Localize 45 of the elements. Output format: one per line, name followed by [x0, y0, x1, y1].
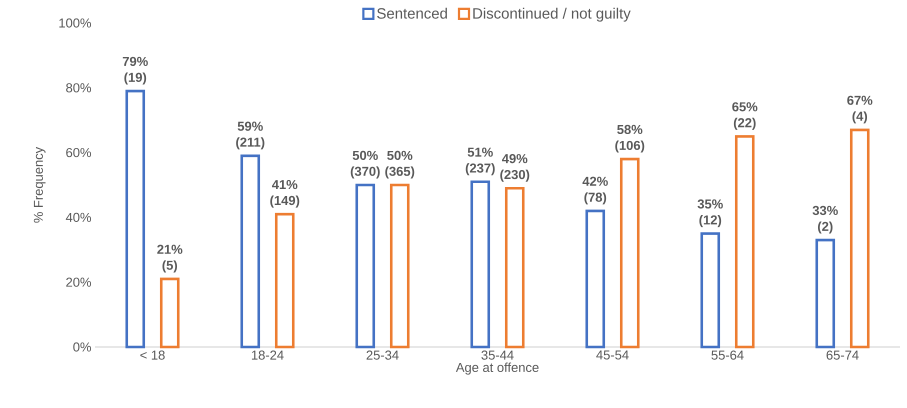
bar	[240, 154, 260, 348]
x-tick-label: 55-64	[711, 350, 744, 360]
data-label: 79% (19)	[122, 56, 148, 85]
bar	[160, 278, 180, 348]
x-tick-label: 25-34	[366, 350, 399, 360]
data-label: 41% (149)	[270, 180, 300, 208]
data-label: 42% (78)	[582, 176, 608, 204]
data-label: 35% (12)	[698, 199, 723, 228]
bar	[125, 90, 146, 348]
bar	[815, 238, 836, 348]
data-label: 51% (237)	[466, 148, 495, 176]
data-label: 67% (4)	[847, 96, 872, 124]
bar	[620, 158, 640, 348]
x-tick-label: 65-74	[826, 350, 859, 360]
legend-label: Discontinued / not guilty	[473, 8, 631, 22]
x-tick-label: 45-54	[596, 350, 629, 360]
data-label: 58% (106)	[615, 124, 644, 153]
data-label: 49% (230)	[500, 154, 530, 182]
legend-label: Sentenced	[377, 8, 447, 19]
bar	[470, 180, 490, 348]
data-label: 59% (211)	[236, 122, 264, 150]
x-tick-label: 35-44	[481, 350, 514, 360]
data-label: 50% (370)	[350, 150, 380, 178]
y-tick-label: 20%	[66, 278, 92, 287]
data-label: 50% (365)	[385, 150, 414, 178]
y-tick-label: 80%	[66, 83, 92, 92]
bar	[355, 184, 376, 348]
data-label: 33% (2)	[812, 206, 838, 234]
data-label: 65% (22)	[732, 102, 758, 130]
bar	[585, 210, 606, 348]
y-tick-label: 60%	[66, 148, 92, 158]
x-tick-label: 18-24	[252, 350, 284, 360]
y-tick-label: 0%	[73, 342, 92, 352]
y-axis-title: % Frequency	[34, 146, 46, 223]
y-tick-label: 40%	[66, 212, 92, 222]
data-label: 21% (5)	[157, 244, 182, 272]
bar	[734, 135, 755, 348]
bar	[700, 232, 720, 348]
bar	[390, 184, 410, 348]
bar	[274, 212, 295, 348]
x-tick-label: < 18	[140, 350, 165, 360]
bar	[850, 128, 870, 348]
bar	[504, 186, 525, 348]
y-tick-label: 100%	[59, 18, 92, 28]
x-axis-title: Age at offence	[456, 362, 539, 375]
